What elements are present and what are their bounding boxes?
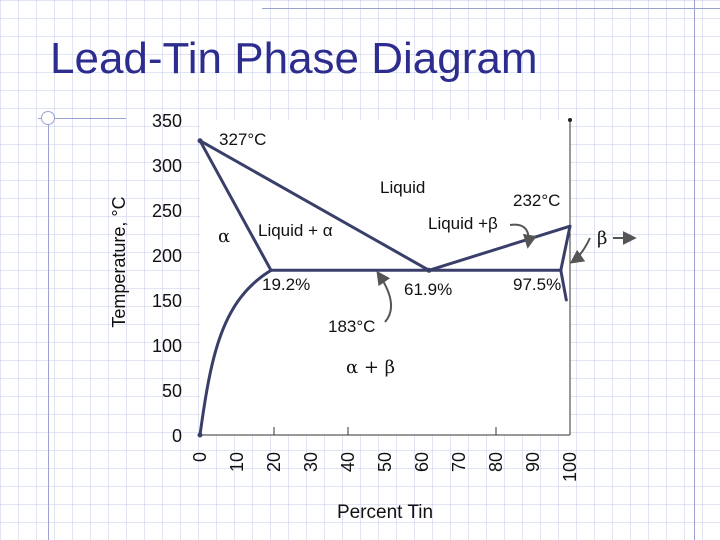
series-solidus-alpha — [198, 139, 273, 272]
annotation-183c: 183°C — [328, 317, 375, 336]
arrow-beta — [569, 237, 591, 264]
y-tick-label: 100 — [152, 336, 182, 356]
y-tick-label: 50 — [162, 381, 182, 401]
point-origin — [197, 432, 203, 438]
x-tick-label: 10 — [227, 452, 247, 472]
arrow-liquid-beta — [509, 223, 537, 249]
x-tick-label: 100 — [560, 452, 580, 482]
annotation-liquid-alpha: Liquid + α — [258, 221, 333, 240]
y-tick-label: 300 — [152, 156, 182, 176]
annotation-232c: 232°C — [513, 191, 560, 210]
y-tick-label: 250 — [152, 201, 182, 221]
y-tick-labels: 0 50 100 150 200 250 300 350 — [152, 111, 182, 446]
arrow-183c — [376, 270, 393, 323]
annotation-liquid: Liquid — [380, 178, 425, 197]
x-tick-label: 80 — [486, 452, 506, 472]
axes — [200, 118, 572, 436]
series-liquidus-tin-side — [427, 224, 572, 272]
x-tick-label: 90 — [523, 452, 543, 472]
x-axis-label: Percent Tin — [337, 502, 433, 523]
x-tick-label: 30 — [301, 452, 321, 472]
series-liquidus-lead-side — [198, 139, 431, 272]
annotation-beta: β — [597, 228, 607, 249]
x-tick-label: 60 — [412, 452, 432, 472]
x-tick-label: 70 — [449, 452, 469, 472]
annotation-61-9-percent: 61.9% — [404, 280, 452, 299]
series-solvus-beta — [559, 268, 568, 302]
y-tick-label: 150 — [152, 291, 182, 311]
x-tick-label: 20 — [264, 452, 284, 472]
plot-corner-dot — [568, 118, 572, 122]
x-tick-label: 50 — [375, 452, 395, 472]
series-solidus-beta — [559, 224, 572, 272]
decorative-right-rule — [694, 0, 695, 540]
decorative-mid-rule — [38, 118, 126, 119]
y-tick-label: 350 — [152, 111, 182, 131]
slide-title: Lead-Tin Phase Diagram — [50, 34, 538, 83]
x-tick-label: 0 — [190, 452, 210, 462]
point-pb-melting — [197, 138, 203, 144]
x-tick-label: 40 — [338, 452, 358, 472]
phase-boundaries — [197, 138, 572, 438]
y-tick-label: 200 — [152, 246, 182, 266]
decorative-top-rule — [262, 8, 720, 9]
annotation-alpha-plus-beta: α + β — [346, 357, 395, 378]
annotation-liquid-beta: Liquid +β — [428, 214, 498, 233]
decorative-circle — [41, 111, 55, 125]
x-tick-labels: 0 10 20 30 40 50 60 70 80 90 100 — [190, 452, 580, 482]
point-eutectic — [426, 267, 432, 273]
y-axis-label: Temperature, °C — [109, 196, 129, 327]
decorative-left-rule — [48, 112, 49, 540]
annotation-19-2-percent: 19.2% — [262, 275, 310, 294]
annotation-327c: 327°C — [219, 130, 266, 149]
annotation-97-5-percent: 97.5% — [513, 275, 561, 294]
annotation-alpha: α — [218, 226, 230, 247]
y-tick-label: 0 — [172, 426, 182, 446]
series-solvus-alpha — [198, 268, 273, 437]
